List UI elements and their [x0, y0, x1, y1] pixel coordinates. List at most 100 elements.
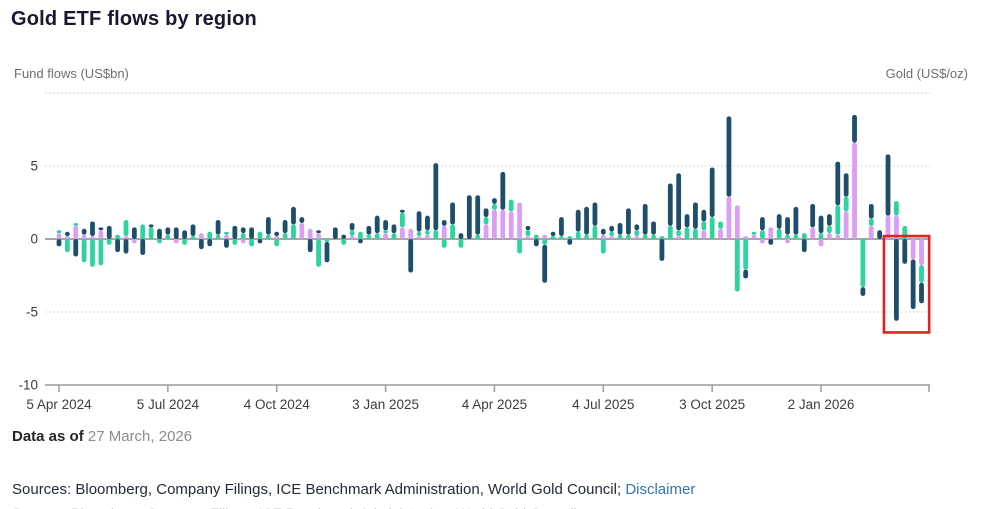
bar-segment-navy [492, 198, 497, 204]
bar-segment-navy [140, 239, 146, 256]
bar-segment-purple [835, 234, 841, 239]
bar-segment-green [249, 239, 255, 247]
bar-segment-green [843, 196, 849, 212]
bar-segment-purple [919, 239, 924, 266]
bar-segment-navy [416, 211, 422, 232]
bar-segment-purple [173, 239, 179, 244]
clipped-next-line-text: Sources: Bloomberg, Company Filings, ICE… [12, 505, 872, 509]
bar-segment-green [550, 236, 556, 239]
bar-segment-purple [224, 234, 229, 239]
y-tick-label: -5 [26, 305, 38, 320]
data-as-of-label: Data as of [12, 428, 84, 445]
bar-segment-navy [634, 224, 640, 231]
bar-segment-green [559, 236, 564, 239]
bar-segment-green [190, 236, 196, 239]
bar-segment-navy [408, 239, 414, 273]
bar-segment-navy [500, 171, 506, 210]
bar-segment-navy [801, 239, 807, 253]
bar-segment-purple [718, 228, 723, 239]
bar-segment-green [366, 234, 372, 239]
bar-segment-green [115, 234, 121, 239]
bar-segment-navy [131, 227, 137, 239]
disclaimer-link[interactable]: Disclaimer [625, 481, 696, 498]
x-tick-label: 4 Jul 2025 [572, 397, 634, 412]
bar-segment-purple [316, 233, 321, 239]
bar-segment-navy [701, 209, 707, 222]
highlight-box [882, 234, 931, 334]
bar-segment-navy [525, 225, 531, 231]
bar-segment-green [567, 236, 573, 239]
bar-segment-navy [617, 222, 623, 235]
bar-segment-purple [500, 209, 506, 239]
bar-segment-navy [232, 225, 238, 239]
bar-segment-green [458, 239, 464, 248]
bar-segment-green [81, 239, 87, 263]
bar-segment-green [316, 239, 321, 267]
bar-segment-navy [433, 163, 439, 231]
bar-segment-green [835, 205, 841, 235]
bar-segment-green [391, 233, 397, 239]
y-tick-label: 5 [30, 159, 38, 174]
bar-segment-navy [207, 239, 213, 247]
bar-segment-purple [542, 234, 548, 239]
left-axis-unit-label: Fund flows (US$bn) [14, 66, 129, 81]
bar-segment-navy [852, 114, 857, 143]
bar-segment-green [676, 230, 682, 237]
chart-plot-area: 5 Apr 2024 5 Jul 2024 4 Oct 2024 3 Jan 2025… [18, 92, 931, 412]
bar-segment-green [634, 230, 640, 237]
x-tick-label: 4 Apr 2025 [462, 397, 527, 412]
bar-segment-purple [734, 205, 740, 239]
bar-segment-navy [450, 202, 455, 225]
data-as-of-date: 27 March, 2026 [87, 428, 193, 445]
bar-segment-purple [517, 202, 522, 239]
bar-segment-green [609, 231, 615, 237]
bar-segment-purple [64, 236, 70, 239]
bar-segment-navy [307, 239, 313, 253]
bar-segment-green [182, 239, 188, 245]
bar-segment-navy [902, 239, 908, 264]
bar-segment-navy [224, 239, 229, 248]
bar-segment-green [517, 239, 522, 254]
bar-segment-purple [894, 215, 899, 239]
bar-segment-navy [441, 220, 447, 226]
bar-segment-green [257, 231, 263, 239]
bar-segment-purple [131, 239, 137, 244]
bar-segment-navy [760, 217, 765, 231]
bar-segment-green [56, 230, 62, 234]
bar-segment-purple [492, 209, 497, 239]
bar-segment-navy [567, 239, 573, 245]
bar-segment-green [433, 230, 439, 239]
bar-segment-navy [835, 161, 841, 206]
bar-segment-purple [383, 233, 388, 239]
bar-segment-purple [609, 236, 615, 239]
bar-segment-navy [349, 222, 355, 231]
bar-segment-navy [868, 203, 874, 219]
bar-segment-green [224, 231, 229, 235]
chart-title: Gold ETF flows by region [11, 8, 257, 30]
bar-segment-navy [584, 206, 589, 235]
bar-segment-navy [383, 220, 388, 231]
bar-segment-green [827, 225, 832, 234]
bar-segment-green [232, 239, 238, 245]
bar-segment-navy [341, 234, 347, 239]
bar-segment-navy [81, 228, 87, 235]
bar-segment-navy [249, 227, 255, 239]
bar-segment-purple [240, 239, 246, 244]
bar-segment-green [868, 218, 874, 226]
bar-segment-green [98, 239, 104, 266]
bar-segment-navy [182, 230, 188, 239]
bar-segment-purple [885, 215, 891, 239]
bar-segment-green [123, 220, 129, 237]
bar-segment-purple [299, 222, 305, 239]
bar-segment-navy [198, 239, 204, 250]
bar-segment-purple [307, 228, 313, 239]
bar-segment-navy [299, 217, 305, 223]
bar-segment-green [106, 239, 112, 245]
bar-segment-navy [257, 239, 263, 244]
bar-segment-navy [776, 214, 782, 229]
bar-segment-purple [90, 236, 95, 239]
bar-segment-purple [525, 236, 531, 239]
bar-segment-navy [559, 217, 564, 237]
bar-segment-purple [868, 225, 874, 239]
bar-segment-green [358, 231, 363, 239]
